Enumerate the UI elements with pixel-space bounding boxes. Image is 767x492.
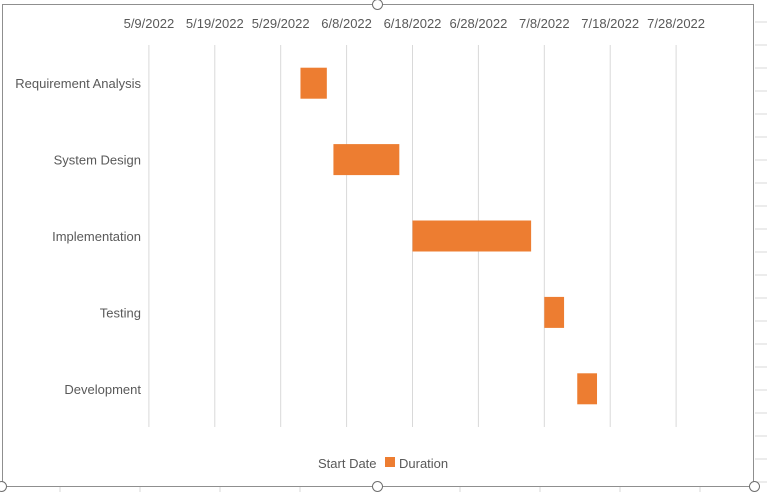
x-tick-label: 5/29/2022: [252, 16, 310, 31]
category-label: Requirement Analysis: [15, 76, 141, 91]
x-tick-label: 5/19/2022: [186, 16, 244, 31]
chart-object[interactable]: 5/9/2022 5/19/2022 5/29/2022 6/8/2022 6/18/2…: [2, 4, 754, 487]
duration-bar: [577, 373, 598, 405]
x-tick-label: 6/18/2022: [384, 16, 442, 31]
resize-handle-bottom-center[interactable]: [372, 481, 383, 492]
x-tick-label: 7/18/2022: [581, 16, 639, 31]
y-axis-category-labels: Requirement Analysis System Design Impleme…: [15, 76, 141, 397]
duration-bar: [412, 220, 532, 252]
resize-handle-top-center[interactable]: [372, 0, 383, 10]
duration-bar: [544, 296, 565, 328]
x-tick-label: 7/28/2022: [647, 16, 705, 31]
x-tick-label: 6/28/2022: [449, 16, 507, 31]
category-label: Development: [64, 382, 141, 397]
category-label: System Design: [54, 153, 141, 168]
legend-label-start-date: Start Date: [318, 456, 377, 471]
x-axis-tick-labels: 5/9/2022 5/19/2022 5/29/2022 6/8/2022 6/18/2…: [124, 16, 705, 31]
category-label: Implementation: [52, 229, 141, 244]
duration-bar: [333, 144, 400, 176]
duration-bar: [300, 67, 327, 99]
x-tick-label: 7/8/2022: [519, 16, 570, 31]
legend: Start Date Duration: [318, 456, 448, 471]
duration-bars: [300, 67, 598, 405]
legend-label-duration: Duration: [399, 456, 448, 471]
gantt-chart: 5/9/2022 5/19/2022 5/29/2022 6/8/2022 6/18/2…: [15, 16, 705, 471]
x-tick-label: 5/9/2022: [124, 16, 175, 31]
legend-swatch-duration: [385, 457, 395, 467]
vertical-gridlines: [148, 45, 677, 427]
x-tick-label: 6/8/2022: [321, 16, 372, 31]
resize-handle-bottom-right[interactable]: [749, 481, 760, 492]
category-label: Testing: [100, 305, 141, 320]
